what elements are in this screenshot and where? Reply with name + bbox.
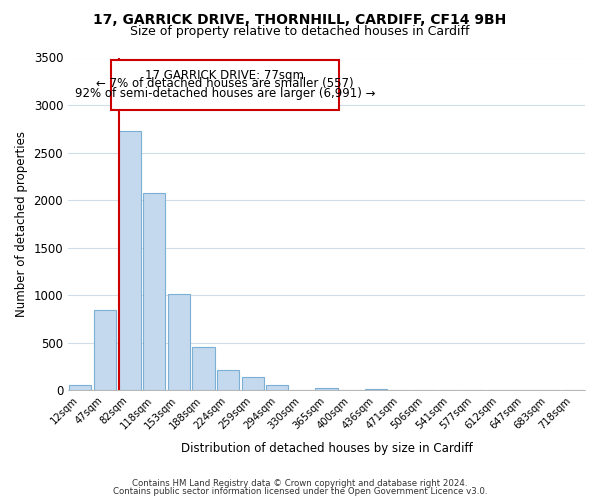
Bar (193, 346, 215, 391)
Bar (316, 388, 338, 390)
Text: 17 GARRICK DRIVE: 77sqm: 17 GARRICK DRIVE: 77sqm (145, 69, 304, 82)
Y-axis label: Number of detached properties: Number of detached properties (15, 131, 28, 317)
Bar (217, 370, 239, 390)
Text: 92% of semi-detached houses are larger (6,991) →: 92% of semi-detached houses are larger (… (75, 87, 375, 100)
Bar (143, 192, 165, 390)
Bar (242, 376, 264, 390)
X-axis label: Distribution of detached houses by size in Cardiff: Distribution of detached houses by size … (181, 442, 472, 455)
Bar (94, 310, 116, 390)
Bar (168, 294, 190, 390)
Text: ← 7% of detached houses are smaller (557): ← 7% of detached houses are smaller (557… (96, 78, 354, 90)
FancyBboxPatch shape (111, 60, 339, 110)
Text: Size of property relative to detached houses in Cardiff: Size of property relative to detached ho… (130, 25, 470, 38)
Bar (69, 385, 91, 390)
Bar (365, 388, 387, 390)
Text: Contains public sector information licensed under the Open Government Licence v3: Contains public sector information licen… (113, 487, 487, 496)
Bar (119, 130, 140, 390)
Bar (266, 385, 289, 390)
Text: Contains HM Land Registry data © Crown copyright and database right 2024.: Contains HM Land Registry data © Crown c… (132, 478, 468, 488)
Text: 17, GARRICK DRIVE, THORNHILL, CARDIFF, CF14 9BH: 17, GARRICK DRIVE, THORNHILL, CARDIFF, C… (94, 12, 506, 26)
